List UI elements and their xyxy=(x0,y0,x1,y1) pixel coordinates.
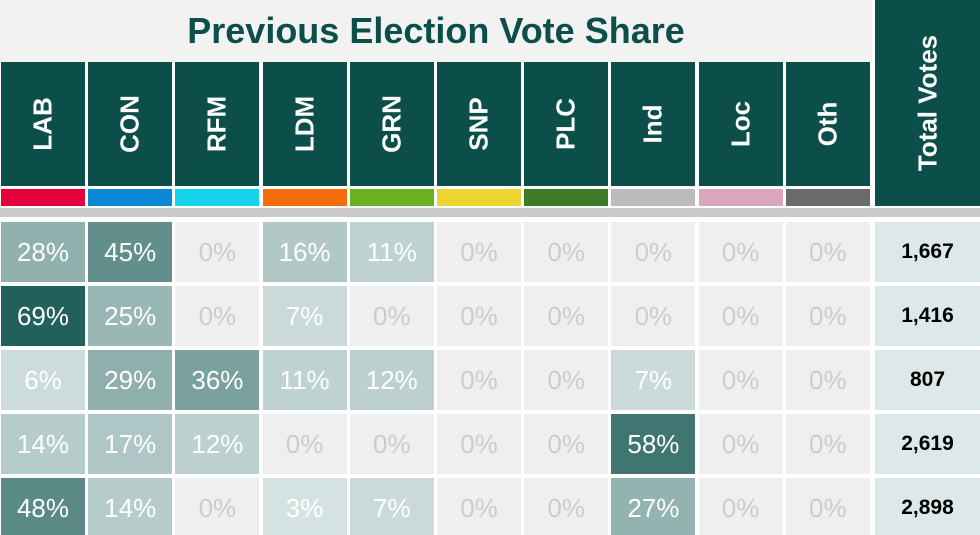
share-cell: 0% xyxy=(262,414,347,474)
party-color-bar xyxy=(785,189,870,206)
share-cell: 14% xyxy=(1,414,85,474)
column-header: SNP xyxy=(437,62,521,186)
share-cell: 3% xyxy=(262,478,347,535)
share-cell: 0% xyxy=(175,222,260,282)
share-cell: 7% xyxy=(262,286,347,346)
share-cell: 0% xyxy=(785,414,870,474)
share-cell: 28% xyxy=(1,222,85,282)
column-header: PLC xyxy=(524,62,609,186)
column-label: GRN xyxy=(376,95,407,153)
column-label: Oth xyxy=(812,101,843,147)
share-cell: 0% xyxy=(437,222,521,282)
share-cell: 0% xyxy=(524,222,609,282)
column-header: GRN xyxy=(349,62,434,186)
column-label: Loc xyxy=(725,100,756,148)
party-color-bar xyxy=(698,189,783,206)
share-cell: 7% xyxy=(349,478,434,535)
column-header: CON xyxy=(88,62,173,186)
column-label: CON xyxy=(114,95,145,153)
total-header-label: Total Votes xyxy=(912,34,942,172)
share-cell: 11% xyxy=(262,350,347,410)
share-cell: 29% xyxy=(88,350,173,410)
column-label: LDM xyxy=(289,95,320,153)
party-color-bar xyxy=(175,189,260,206)
share-cell: 16% xyxy=(262,222,347,282)
share-cell: 0% xyxy=(349,286,434,346)
share-cell: 36% xyxy=(175,350,260,410)
total-cell: 807 xyxy=(875,350,980,410)
column-header: LDM xyxy=(262,62,347,186)
title: Previous Election Vote Share xyxy=(0,0,872,62)
share-cell: 0% xyxy=(785,286,870,346)
party-color-bar xyxy=(437,189,521,206)
total-cell: 2,619 xyxy=(875,414,980,474)
column-label: RFM xyxy=(201,95,232,153)
share-cell: 27% xyxy=(611,478,696,535)
share-cell: 45% xyxy=(88,222,173,282)
column-header: LAB xyxy=(1,62,85,186)
total-cell: 1,416 xyxy=(875,286,980,346)
share-cell: 0% xyxy=(175,478,260,535)
share-cell: 0% xyxy=(698,222,783,282)
share-cell: 0% xyxy=(698,414,783,474)
column-header: Oth xyxy=(785,62,870,186)
share-cell: 0% xyxy=(437,414,521,474)
share-cell: 0% xyxy=(524,350,609,410)
share-cell: 0% xyxy=(437,286,521,346)
party-color-bar xyxy=(349,189,434,206)
party-color-bar xyxy=(88,189,173,206)
total-header: Total Votes xyxy=(875,0,980,206)
share-cell: 12% xyxy=(175,414,260,474)
share-cell: 0% xyxy=(611,286,696,346)
share-cell: 0% xyxy=(785,350,870,410)
column-header: RFM xyxy=(175,62,260,186)
share-cell: 17% xyxy=(88,414,173,474)
party-color-bar xyxy=(262,189,347,206)
share-cell: 0% xyxy=(524,414,609,474)
share-cell: 0% xyxy=(698,350,783,410)
column-header: Loc xyxy=(698,62,783,186)
share-cell: 0% xyxy=(785,222,870,282)
total-cell: 2,898 xyxy=(875,478,980,535)
share-cell: 69% xyxy=(1,286,85,346)
share-cell: 0% xyxy=(437,478,521,535)
share-cell: 0% xyxy=(175,286,260,346)
share-cell: 0% xyxy=(698,478,783,535)
share-cell: 11% xyxy=(349,222,434,282)
share-cell: 0% xyxy=(349,414,434,474)
column-label: LAB xyxy=(27,97,58,151)
share-cell: 7% xyxy=(611,350,696,410)
share-cell: 0% xyxy=(437,350,521,410)
share-cell: 12% xyxy=(349,350,434,410)
column-label: SNP xyxy=(463,97,494,151)
share-cell: 0% xyxy=(524,286,609,346)
party-color-bar xyxy=(1,189,85,206)
share-cell: 0% xyxy=(698,286,783,346)
column-header: Ind xyxy=(611,62,696,186)
share-cell: 58% xyxy=(611,414,696,474)
share-cell: 0% xyxy=(785,478,870,535)
party-color-bar xyxy=(611,189,696,206)
separator xyxy=(0,208,980,217)
column-label: PLC xyxy=(550,98,581,150)
share-cell: 14% xyxy=(88,478,173,535)
column-label: Ind xyxy=(637,104,668,144)
share-cell: 25% xyxy=(88,286,173,346)
share-cell: 0% xyxy=(524,478,609,535)
share-cell: 0% xyxy=(611,222,696,282)
share-cell: 48% xyxy=(1,478,85,535)
share-cell: 6% xyxy=(1,350,85,410)
party-color-bar xyxy=(524,189,609,206)
total-cell: 1,667 xyxy=(875,222,980,282)
